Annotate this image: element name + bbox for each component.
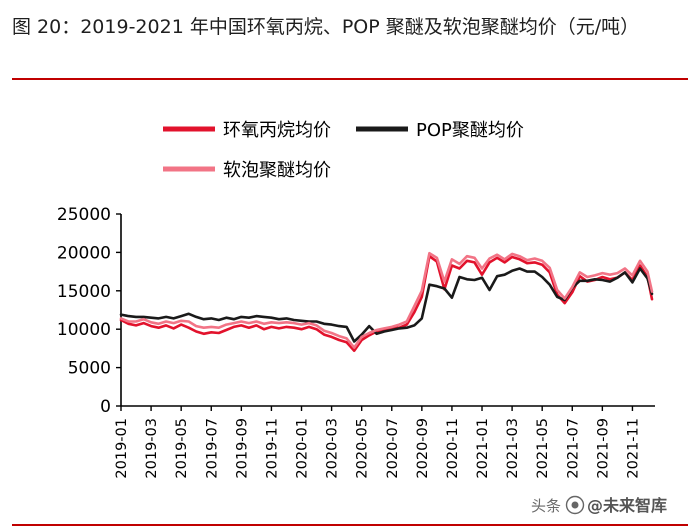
figure-title: 图 20：2019-2021 年中国环氧丙烷、POP 聚醚及软泡聚醚均价（元/吨… [12,16,640,38]
x-tick-label: 2020-11 [445,418,461,479]
legend-label-2: 软泡聚醚均价 [223,160,331,181]
x-tick-label: 2019-01 [114,418,130,479]
series-line-0 [119,254,654,353]
x-tick-label: 2021-09 [595,418,611,479]
x-tick-label: 2021-01 [475,418,491,479]
y-tick-label: 10000 [57,320,111,340]
series-line-2 [119,251,654,349]
legend-label-1: POP聚醚均价 [416,120,524,141]
x-tick-label: 2021-11 [625,418,641,479]
y-tick-label: 15000 [57,282,111,302]
bottom-divider [12,524,688,526]
watermark-handle: @未来智库 [587,496,667,515]
y-tick-label: 25000 [57,205,111,225]
series-line-1 [119,267,654,343]
chart-axes: 0 5000 10000 15000 20000 25000 2019-01 2019-03 2… [57,205,655,479]
y-tick-label: 5000 [68,359,111,379]
x-tick-label: 2019-07 [204,418,220,479]
x-tick-label: 2019-05 [174,418,190,479]
x-tick-label: 2020-01 [295,418,311,479]
x-tick-label: 2019-11 [264,418,280,479]
title-divider [12,78,688,80]
watermark-prefix: 头条 [531,497,561,515]
x-tick-label: 2020-03 [325,418,341,479]
x-tick-label: 2021-03 [505,418,521,479]
x-tick-label: 2021-07 [565,418,581,479]
x-tick-label: 2020-07 [385,418,401,479]
x-tick-label: 2020-05 [355,418,371,479]
y-tick-label: 0 [100,397,111,417]
x-tick-label: 2020-09 [415,418,431,479]
watermark: 头条 @未来智库 [531,495,667,515]
x-tick-label: 2021-05 [535,418,551,479]
chart-series [119,251,654,353]
x-tick-label: 2019-09 [234,418,250,479]
y-tick-label: 20000 [57,243,111,263]
watermark-logo-icon [565,495,585,515]
legend-label-0: 环氧丙烷均价 [223,120,331,141]
x-tick-label: 2019-03 [144,418,160,479]
